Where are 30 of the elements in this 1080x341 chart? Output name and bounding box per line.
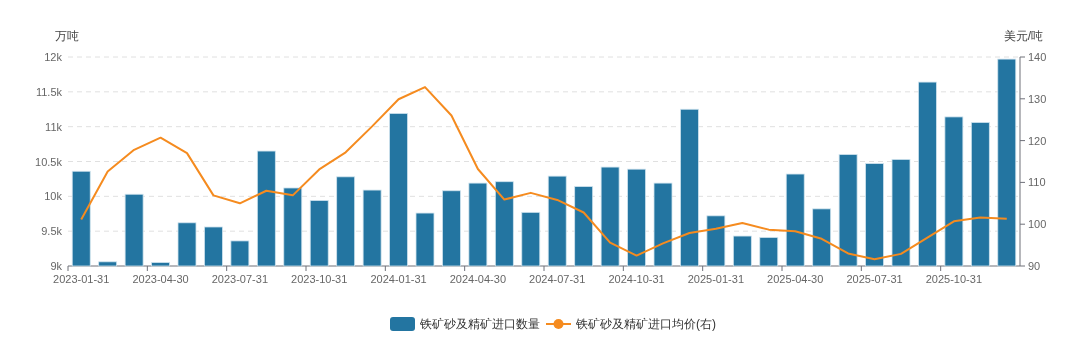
- y2-tick-label: 110: [1028, 176, 1046, 189]
- y2-tick-label: 120: [1028, 134, 1047, 147]
- line-series: [80, 86, 1008, 261]
- y-tick-label: 12k: [44, 51, 63, 63]
- y2-axis-title: 美元/吨: [1003, 29, 1043, 43]
- x-tick-label: 2023-07-31: [211, 273, 269, 285]
- x-tick-label: 2023-04-30: [132, 273, 189, 285]
- y-tick-label: 10.5k: [35, 155, 63, 168]
- x-tick-label: 2025-04-30: [767, 273, 824, 285]
- y2-tick-label: 100: [1028, 218, 1047, 231]
- y-tick-label: 9k: [50, 260, 63, 272]
- y-tick-label: 11k: [45, 120, 63, 133]
- x-tick-label: 2023-10-31: [291, 273, 348, 285]
- y-tick-label: 11.5k: [35, 85, 63, 98]
- x-tick-label: 2025-07-31: [846, 273, 903, 285]
- legend-label: 铁矿砂及精矿进口数量: [419, 317, 540, 331]
- y-axis-title: 万吨: [55, 29, 79, 43]
- y2-tick-label: 140: [1028, 51, 1047, 63]
- x-tick-label: 2025-10-31: [925, 273, 983, 285]
- y2-tick-label: 90: [1028, 260, 1041, 272]
- legend-label: 铁矿砂及精矿进口均价(右): [575, 317, 716, 331]
- x-tick-label: 2023-01-31: [53, 273, 110, 285]
- x-tick-label: 2024-04-30: [449, 273, 507, 285]
- y-tick-label: 9.5k: [41, 225, 63, 238]
- y-tick-label: 10k: [44, 190, 63, 203]
- x-tick-label: 2025-01-31: [687, 273, 745, 285]
- x-tick-label: 2024-01-31: [370, 273, 427, 285]
- x-tick-label: 2024-07-31: [529, 273, 586, 285]
- y2-tick-label: 130: [1028, 92, 1047, 105]
- x-tick-label: 2024-10-31: [608, 273, 665, 285]
